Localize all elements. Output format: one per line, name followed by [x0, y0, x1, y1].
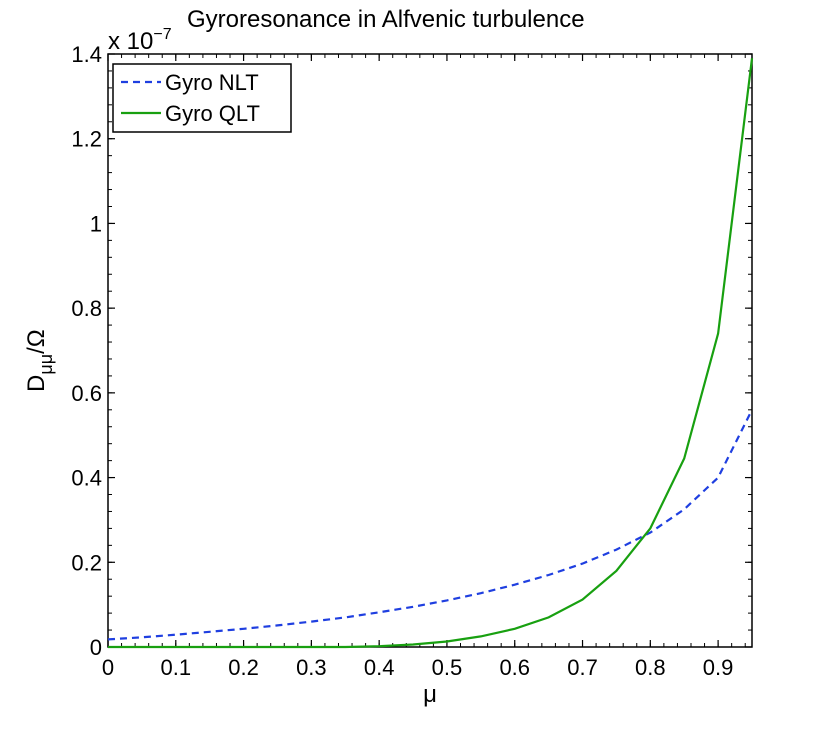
x-tick-label: 0.8	[635, 655, 666, 680]
plot-frame	[107, 53, 753, 648]
x-tick-label: 0.3	[296, 655, 327, 680]
y-axis-label-rest: /Ω	[23, 329, 50, 354]
legend-label-2: Gyro QLT	[165, 101, 260, 126]
x-tick-label: 0	[102, 655, 114, 680]
y-tick-label: 0.2	[71, 550, 102, 575]
x-tick-label: 0.1	[160, 655, 191, 680]
x-tick-labels: 0 0.1 0.2 0.3 0.4 0.5 0.6 0.7 0.8 0.9	[102, 655, 734, 680]
y-tick-label: 1.4	[71, 42, 102, 67]
y-axis-label: Dμμ/Ω	[23, 329, 56, 392]
legend-box	[112, 63, 292, 133]
y-tick-label: 0.6	[71, 381, 102, 406]
y-exponent-base: x 10	[108, 28, 153, 55]
y-tick-label: 1	[90, 211, 102, 236]
y-exponent-label: x 10−7	[108, 26, 172, 55]
plot-area	[107, 53, 753, 648]
legend-label-1: Gyro NLT	[165, 70, 259, 95]
x-axis-label: μ	[423, 681, 437, 708]
y-axis-label-sub: μμ	[36, 354, 56, 375]
x-tick-label: 0.2	[228, 655, 259, 680]
x-tick-label: 0.7	[567, 655, 598, 680]
series-layer	[107, 58, 754, 649]
y-tick-label: 1.2	[71, 127, 102, 152]
y-tick-label: 0.8	[71, 296, 102, 321]
series-line-2	[108, 58, 754, 649]
x-tick-label: 0.5	[432, 655, 463, 680]
chart-title: Gyroresonance in Alfvenic turbulence	[187, 6, 585, 33]
x-tick-label: 0.4	[364, 655, 395, 680]
series-line-1	[107, 409, 753, 641]
y-tick-labels: 0 0.2 0.4 0.6 0.8 1 1.2 1.4	[71, 42, 102, 660]
y-tick-label: 0	[90, 635, 102, 660]
y-exponent-power: −7	[153, 26, 171, 43]
x-tick-label: 0.9	[703, 655, 734, 680]
y-tick-label: 0.4	[71, 466, 102, 491]
legend: Gyro NLT Gyro QLT	[112, 63, 292, 133]
x-tick-label: 0.6	[499, 655, 530, 680]
tick-marks	[107, 53, 752, 648]
y-axis-label-main: D	[23, 375, 50, 392]
